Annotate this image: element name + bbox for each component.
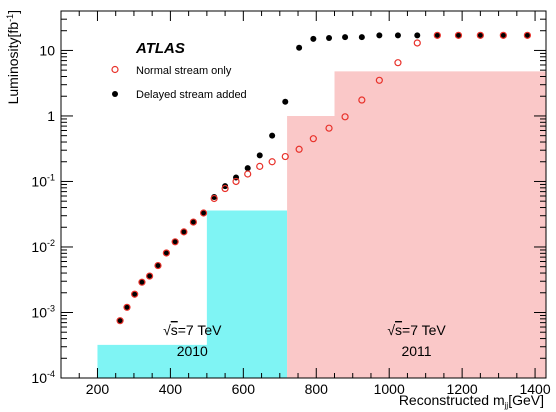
normal-stream-point	[295, 145, 303, 153]
normal-stream-point	[433, 31, 441, 39]
normal-stream-point	[454, 31, 463, 39]
region-labels: √s=7 TeV 2010 √s=7 TeV 2011	[163, 322, 446, 359]
delayed-stream-point	[310, 35, 317, 42]
normal-stream-point	[281, 152, 289, 161]
delayed-stream-point	[282, 98, 289, 105]
normal-stream-point	[131, 290, 139, 298]
normal-stream-point	[210, 194, 218, 203]
delayed-stream-point	[414, 32, 421, 39]
y-axis-label: Luminosity[fb-1]	[5, 10, 21, 104]
region-energy-label: √s=7 TeV	[163, 322, 222, 338]
legend-label-normal: Normal stream only	[136, 65, 232, 77]
delayed-stream-point	[256, 152, 263, 159]
x-axis-label: Reconstructed mjj[GeV]	[399, 392, 544, 410]
x-tick-label: 200	[86, 381, 110, 397]
normal-stream-point	[232, 177, 240, 186]
normal-stream-point	[244, 170, 252, 178]
region-year-label: 2011	[401, 343, 431, 359]
delayed-stream-point	[342, 34, 349, 41]
delayed-stream-point	[155, 262, 161, 269]
normal-stream-point	[256, 162, 264, 170]
normal-stream-point	[499, 31, 507, 39]
x-tick-label: 1000	[374, 381, 405, 397]
delayed-stream-point	[172, 238, 179, 245]
delayed-stream-point	[138, 279, 145, 286]
normal-stream-point	[189, 218, 197, 226]
delayed-stream-point	[524, 32, 531, 39]
region-label-2010: √s=7 TeV 2010	[163, 322, 222, 359]
x-tick-label: 600	[232, 381, 256, 397]
data-period-regions	[97, 71, 546, 378]
normal-stream-point	[341, 113, 349, 121]
region-label-2011: √s=7 TeV 2011	[387, 322, 446, 359]
normal-stream-point	[413, 39, 421, 47]
legend-filled-marker	[112, 91, 118, 97]
delayed-stream-point	[434, 32, 441, 39]
normal-stream-point	[309, 135, 317, 143]
x-tick-label: 400	[159, 381, 183, 397]
delayed-stream-point	[180, 228, 187, 235]
normal-stream-point	[268, 158, 276, 166]
normal-stream-point	[116, 317, 124, 325]
y-tick-label: 10-3	[31, 303, 55, 320]
normal-stream-point	[523, 31, 532, 39]
region-2011	[287, 71, 546, 378]
normal-stream-point	[358, 96, 366, 104]
y-tick-label: 10-2	[31, 238, 55, 255]
delayed-stream-point	[326, 34, 333, 41]
delayed-stream-point	[244, 165, 251, 172]
delayed-stream-point	[200, 210, 207, 217]
normal-stream-point	[221, 184, 229, 193]
y-tick-label: 1	[47, 108, 55, 124]
delayed-stream-point	[394, 32, 401, 39]
region-2010	[97, 210, 288, 378]
delayed-stream-point	[358, 34, 365, 41]
legend-label-delayed: Delayed stream added	[136, 89, 247, 101]
normal-stream-point	[171, 238, 179, 246]
legend: ATLAS Normal stream only Delayed stream …	[111, 40, 247, 101]
delayed-stream-point	[455, 32, 462, 39]
normal-stream-point	[162, 249, 170, 257]
delayed-stream-point	[163, 249, 170, 256]
delayed-stream-point	[190, 219, 197, 226]
normal-stream-point	[180, 228, 188, 236]
normal-stream-point	[375, 76, 383, 84]
normal-stream-point	[146, 272, 154, 280]
normal-stream-point	[123, 303, 131, 311]
delayed-stream-point	[500, 32, 507, 39]
y-tick-label: 10	[39, 42, 55, 58]
normal-stream-point	[154, 261, 162, 270]
normal-stream-point	[476, 31, 484, 39]
delayed-stream-point	[146, 273, 153, 280]
delayed-stream-point	[296, 44, 303, 51]
legend-open-marker	[111, 65, 119, 74]
atlas-label: ATLAS	[135, 40, 185, 57]
delayed-stream-point	[269, 132, 276, 139]
region-energy-label: √s=7 TeV	[387, 322, 446, 338]
normal-stream-point	[138, 278, 146, 286]
x-tick-label: 800	[305, 381, 329, 397]
x-tick-label: 1200	[447, 381, 478, 397]
delayed-stream-point	[117, 317, 124, 324]
delayed-stream-point	[131, 291, 138, 298]
normal-stream-point	[325, 124, 333, 132]
data-markers	[116, 31, 532, 325]
axis-ticks: 200 400 600 800 1000 1200 1400 10-4 10-3 10-2 10-1…	[31, 10, 551, 397]
delayed-stream-point	[376, 32, 383, 39]
normal-stream-point	[199, 209, 208, 217]
delayed-stream-point	[477, 32, 484, 39]
x-tick-label: 1400	[519, 381, 550, 397]
y-tick-label: 10-1	[31, 172, 55, 189]
y-tick-label: 10-4	[31, 369, 55, 386]
region-year-label: 2010	[177, 343, 208, 359]
plot-frame	[60, 10, 547, 379]
normal-stream-point	[394, 59, 402, 67]
delayed-stream-point	[124, 304, 131, 311]
